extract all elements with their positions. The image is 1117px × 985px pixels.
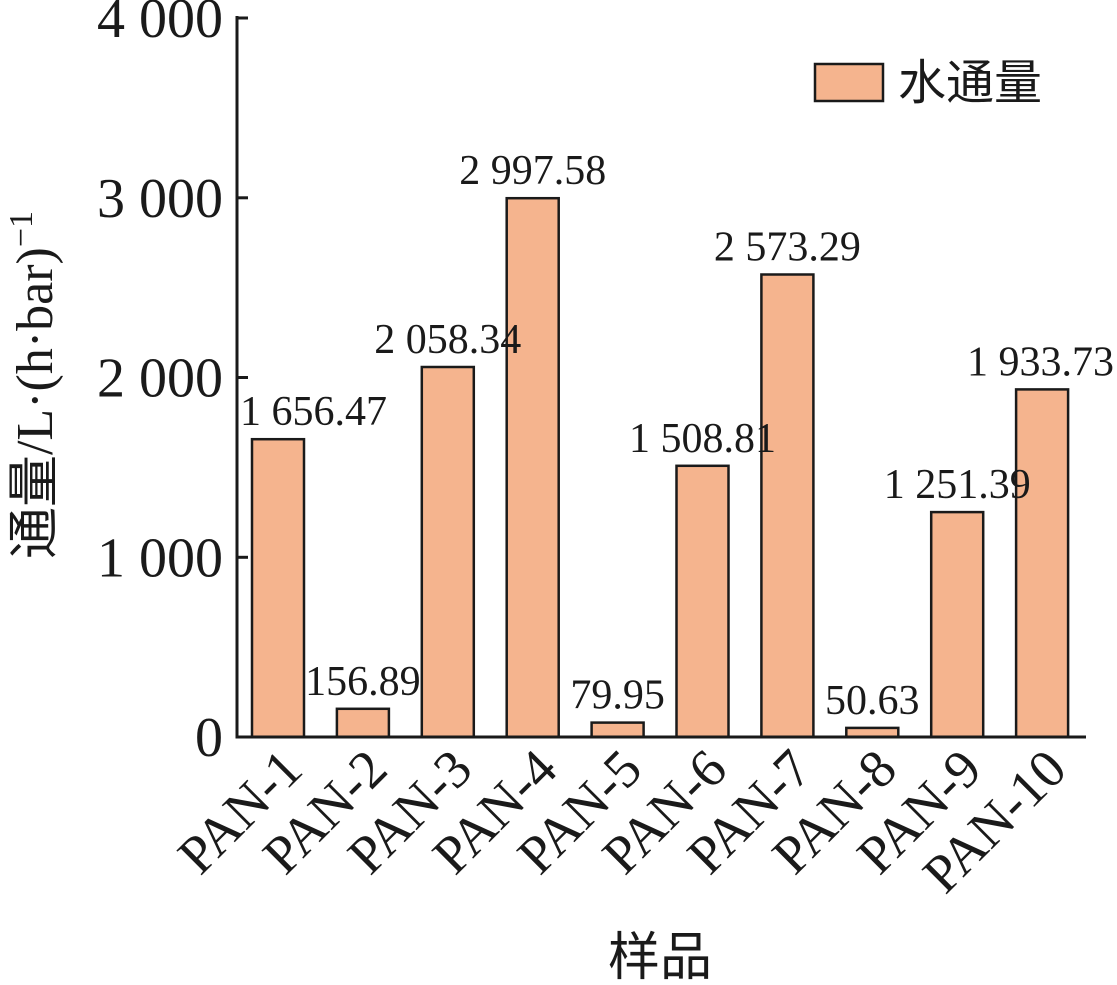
legend: 水通量 <box>813 57 1042 110</box>
value-label-pan-1: 1 656.47 <box>240 389 387 435</box>
bar-pan-10 <box>1014 388 1070 739</box>
x-axis-title: 样品 <box>608 930 712 985</box>
bar-pan-6 <box>675 464 730 739</box>
bar-pan-9 <box>929 510 985 739</box>
bar-pan-3 <box>420 365 476 739</box>
y-tick-label: 3 000 <box>97 168 223 230</box>
value-label-pan-8: 50.63 <box>825 678 920 724</box>
value-labels-layer: 1 656.47 156.89 2 058.34 2 997.58 79.95 1 508… <box>240 148 1114 724</box>
y-axis-title: 通量/L·(h·bar)−1 <box>3 211 64 559</box>
value-label-pan-6: 1 508.81 <box>629 416 776 462</box>
y-tick-label: 4 000 <box>97 0 223 50</box>
bar-pan-2 <box>335 707 391 739</box>
y-axis-title-superscript: −1 <box>3 211 40 247</box>
y-tick-label: 2 000 <box>97 348 223 410</box>
y-tick-label: 0 <box>195 707 223 769</box>
bars-layer <box>250 196 1070 739</box>
bar-pan-1 <box>250 437 306 739</box>
y-axis-title-main: 通量/L·(h·bar) <box>7 247 64 559</box>
bar-pan-7 <box>760 273 815 739</box>
bar-pan-4 <box>505 196 560 739</box>
y-tick-label: 1 000 <box>97 527 223 589</box>
value-label-pan-2: 156.89 <box>305 659 421 705</box>
value-label-pan-5: 79.95 <box>570 673 665 719</box>
value-label-pan-4: 2 997.58 <box>459 148 606 194</box>
y-ticks-layer: 0 1 000 2 000 3 000 4 000 <box>97 0 248 769</box>
bar-pan-5 <box>590 721 645 739</box>
value-label-pan-7: 2 573.29 <box>714 225 861 271</box>
legend-label: 水通量 <box>898 57 1042 110</box>
value-label-pan-9: 1 251.39 <box>884 462 1031 508</box>
x-ticks-layer: PAN-1PAN-2PAN-3PAN-4PAN-5PAN-6PAN-7PAN-8… <box>166 738 1077 904</box>
value-label-pan-3: 2 058.34 <box>374 317 521 363</box>
legend-swatch <box>813 62 885 103</box>
value-label-pan-10: 1 933.73 <box>967 339 1114 385</box>
